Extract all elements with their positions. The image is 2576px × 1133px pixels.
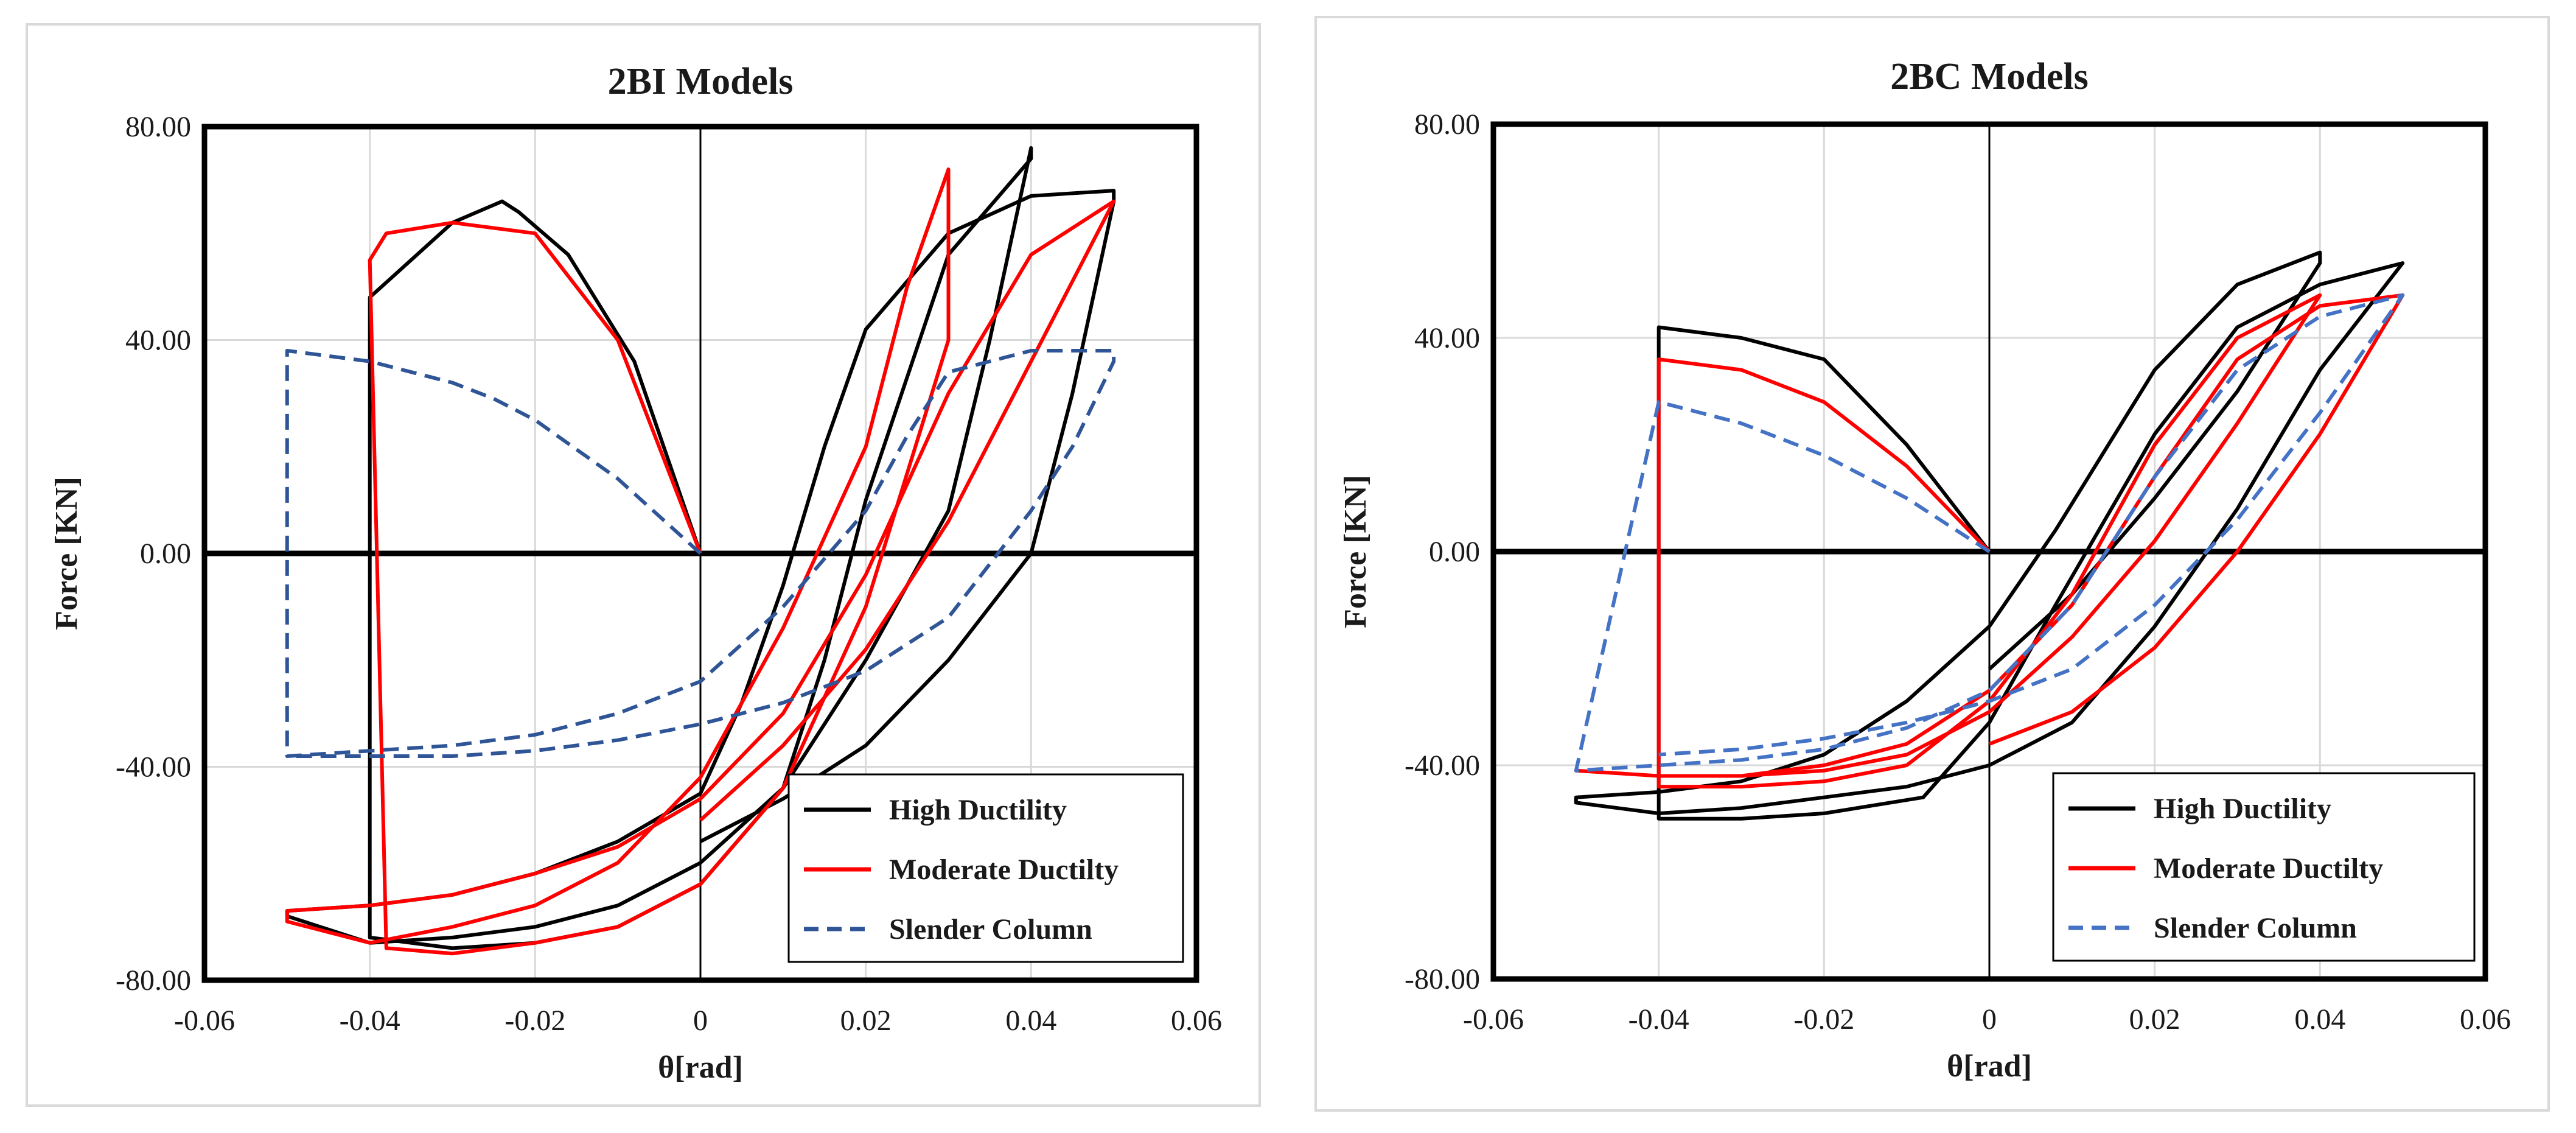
- series-line-high-ductility: [1574, 250, 2405, 821]
- x-tick-label: 0.06: [1171, 1005, 1222, 1037]
- y-tick-label: 0.00: [1429, 536, 1480, 568]
- y-tick-label: 40.00: [125, 324, 191, 357]
- x-tick-label: 0.04: [2294, 1003, 2345, 1036]
- x-tick-label: 0.02: [840, 1005, 892, 1037]
- legend-label: High Ductility: [2154, 793, 2331, 825]
- chart-title: 2BC Models: [1890, 56, 2089, 97]
- x-axis-title: θ[rad]: [658, 1050, 743, 1085]
- y-tick-label: -40.00: [1405, 749, 1480, 782]
- chart-title: 2BI Models: [608, 61, 794, 102]
- chart-panel-2bc: 2BC Models 80.00 40.00 0.00 -40.00 -80.00 -0.0…: [1314, 16, 2550, 1112]
- x-tick-label: -0.06: [174, 1005, 235, 1037]
- y-tick-label: 0.00: [140, 538, 191, 570]
- y-axis-title: Force [KN]: [49, 477, 84, 630]
- x-tick-label: 0: [693, 1005, 708, 1037]
- legend-label: High Ductility: [889, 794, 1067, 826]
- legend-label: Moderate Ductilty: [2154, 852, 2383, 885]
- y-tick-label: -80.00: [116, 964, 191, 997]
- x-tick-label: -0.04: [340, 1005, 400, 1037]
- y-tick-label: 80.00: [1414, 108, 1480, 141]
- y-tick-label: 80.00: [125, 111, 191, 143]
- series-line-moderate-ductilty: [1574, 293, 2405, 789]
- series-line-moderate-ductilty: [285, 167, 1116, 956]
- y-tick-label: -80.00: [1405, 963, 1480, 995]
- y-tick-label: -40.00: [116, 751, 191, 784]
- chart-2bc: 2BC Models 80.00 40.00 0.00 -40.00 -80.00 -0.0…: [1338, 56, 2511, 1084]
- x-tick-label: 0.02: [2129, 1003, 2180, 1036]
- plot-area-border: [201, 124, 1199, 983]
- plot-area-border: [1490, 121, 2488, 982]
- chart-panel-2bi: 2BI Models 80.00 40.00 0.00 -40.00 -80.00 -0.0…: [26, 23, 1261, 1107]
- x-tick-label: 0.04: [1005, 1005, 1056, 1037]
- legend-label: Moderate Ductilty: [889, 854, 1119, 886]
- x-tick-label: 0: [1982, 1003, 1997, 1036]
- x-tick-label: -0.04: [1628, 1003, 1689, 1036]
- y-tick-label: 40.00: [1414, 322, 1480, 354]
- series-line-slender-column: [1574, 293, 2405, 773]
- x-tick-label: -0.02: [504, 1005, 565, 1037]
- x-tick-label: -0.02: [1793, 1003, 1854, 1036]
- x-axis-title: θ[rad]: [1947, 1049, 2032, 1084]
- chart-2bi: 2BI Models 80.00 40.00 0.00 -40.00 -80.00 -0.0…: [49, 61, 1222, 1085]
- legend-label: Slender Column: [2154, 912, 2357, 944]
- legend-label: Slender Column: [889, 913, 1092, 945]
- series-line-high-ductility: [285, 146, 1116, 950]
- x-tick-label: 0.06: [2460, 1003, 2511, 1036]
- y-axis-title: Force [KN]: [1338, 475, 1373, 628]
- x-tick-label: -0.06: [1463, 1003, 1524, 1036]
